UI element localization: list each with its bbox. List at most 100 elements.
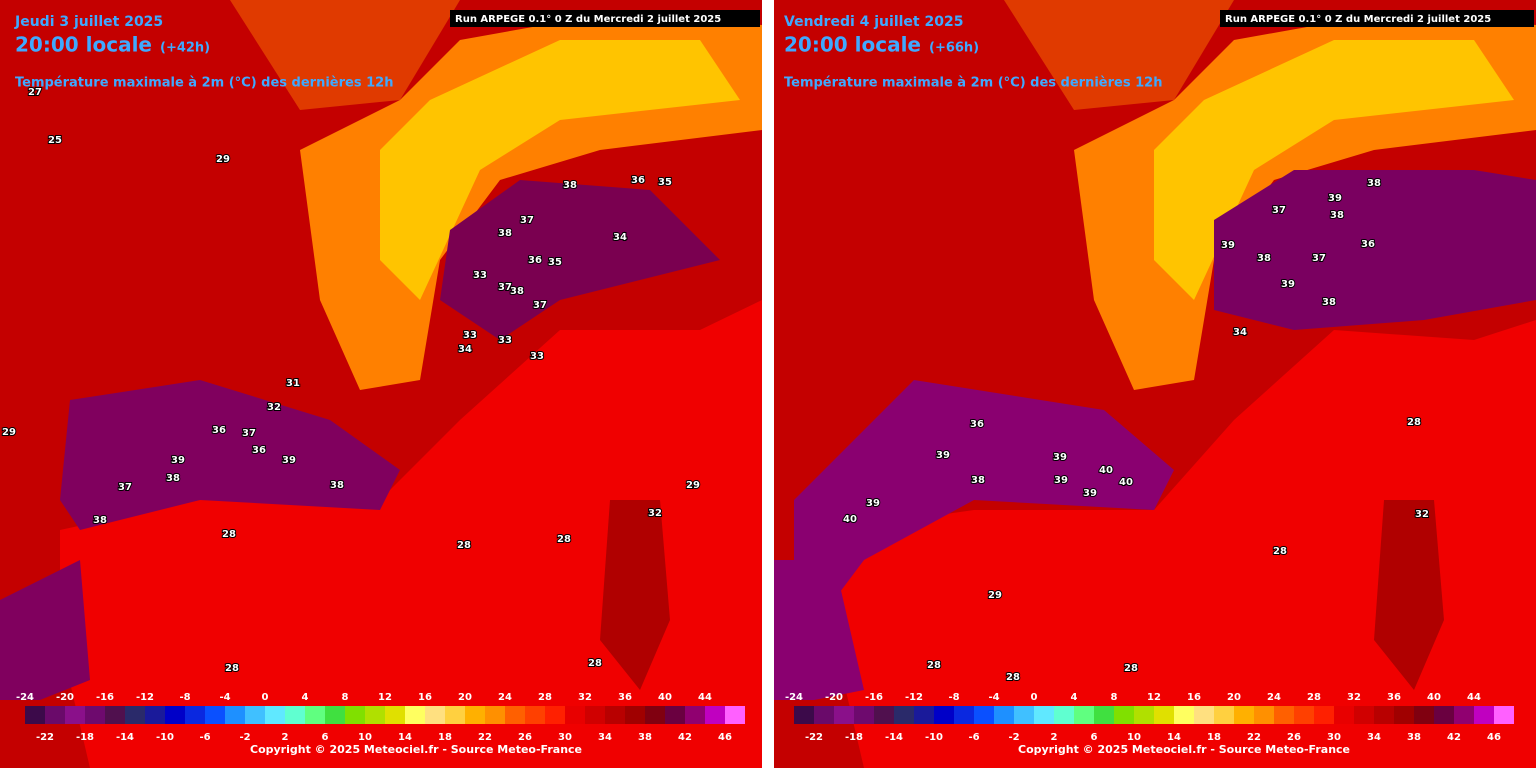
- colorbar-label: 38: [1407, 732, 1421, 743]
- colorbar-label: 28: [1307, 692, 1321, 703]
- map-panel: Run ARPEGE 0.1° 0 Z du Mercredi 2 juille…: [0, 0, 762, 768]
- colorbar-box: [1094, 706, 1114, 724]
- colorbar-label: 12: [378, 692, 392, 703]
- colorbar-label: 26: [1287, 732, 1301, 743]
- colorbar-box: [1074, 706, 1094, 724]
- colorbar-box: [685, 706, 705, 724]
- map-label: 32: [267, 402, 281, 413]
- colorbar-box: [325, 706, 345, 724]
- map-label: 38: [93, 515, 107, 526]
- map-label: 38: [166, 473, 180, 484]
- colorbar-box: [405, 706, 425, 724]
- colorbar-box: [1234, 706, 1254, 724]
- colorbar-label: 40: [1427, 692, 1441, 703]
- map-label: 37: [1272, 205, 1286, 216]
- hot-zone: [440, 180, 720, 340]
- map-label: 39: [1328, 193, 1342, 204]
- colorbar-label: 24: [498, 692, 512, 703]
- colorbar-box: [445, 706, 465, 724]
- map-label: 36: [970, 419, 984, 430]
- colorbar-box: [525, 706, 545, 724]
- colorbar-box: [1254, 706, 1274, 724]
- colorbar-box: [1374, 706, 1394, 724]
- colorbar-label: 26: [518, 732, 532, 743]
- colorbar-label: 32: [578, 692, 592, 703]
- colorbar-label: 42: [1447, 732, 1461, 743]
- map-label: 35: [658, 177, 672, 188]
- map-label: 37: [520, 215, 534, 226]
- colorbar-label: -8: [948, 692, 959, 703]
- colorbar-box: [1434, 706, 1454, 724]
- alps-high: [1154, 40, 1514, 300]
- colorbar-box: [165, 706, 185, 724]
- map-label: 39: [936, 450, 950, 461]
- colorbar-box: [205, 706, 225, 724]
- colorbar-box: [1414, 706, 1434, 724]
- map-label: 40: [1099, 465, 1113, 476]
- map-label: 39: [1083, 488, 1097, 499]
- alps-high: [380, 40, 740, 300]
- lead-time: (+66h): [929, 41, 979, 56]
- map-label: 36: [631, 175, 645, 186]
- colorbar-label: 30: [558, 732, 572, 743]
- colorbar-label: 44: [1467, 692, 1481, 703]
- colorbar-label: 44: [698, 692, 712, 703]
- parameter: Température maximale à 2m (°C) des derni…: [784, 76, 1162, 91]
- colorbar-box: [645, 706, 665, 724]
- map-label: 38: [498, 228, 512, 239]
- colorbar-box: [425, 706, 445, 724]
- map-label: 39: [282, 455, 296, 466]
- map-label: 39: [1221, 240, 1235, 251]
- colorbar-box: [105, 706, 125, 724]
- colorbar-label: 2: [282, 732, 289, 743]
- colorbar-label: -16: [865, 692, 883, 703]
- date: Vendredi 4 juillet 2025: [784, 14, 963, 30]
- colorbar-box: [585, 706, 605, 724]
- colorbar-label: 42: [678, 732, 692, 743]
- colorbar-box: [1174, 706, 1194, 724]
- colorbar-box: [1474, 706, 1494, 724]
- colorbar-box: [665, 706, 685, 724]
- map-label: 28: [927, 660, 941, 671]
- map-label: 28: [222, 529, 236, 540]
- colorbar-box: [1294, 706, 1314, 724]
- colorbar-box: [874, 706, 894, 724]
- hot-zone: [774, 560, 864, 700]
- colorbar-box: [1194, 706, 1214, 724]
- colorbar-box: [1034, 706, 1054, 724]
- colorbar-label: 10: [1127, 732, 1141, 743]
- map-label: 29: [988, 590, 1002, 601]
- lead-time: (+42h): [160, 41, 210, 56]
- time: 20:00 locale: [784, 33, 921, 57]
- map-label: 31: [286, 378, 300, 389]
- colorbar-label: 4: [302, 692, 309, 703]
- colorbar-box: [485, 706, 505, 724]
- map-label: 28: [225, 663, 239, 674]
- map-label: 38: [1257, 253, 1271, 264]
- map-label: 29: [2, 427, 16, 438]
- map-label: 28: [1407, 417, 1421, 428]
- colorbar-box: [185, 706, 205, 724]
- colorbar-box: [954, 706, 974, 724]
- colorbar-label: 10: [358, 732, 372, 743]
- colorbar-box: [65, 706, 85, 724]
- map-label: 33: [463, 330, 477, 341]
- colorbar-box: [934, 706, 954, 724]
- map-label: 37: [118, 482, 132, 493]
- colorbar-box: [894, 706, 914, 724]
- colorbar-label: 36: [618, 692, 632, 703]
- run-info: Run ARPEGE 0.1° 0 Z du Mercredi 2 juille…: [455, 14, 721, 25]
- colorbar-box: [794, 706, 814, 724]
- map-label: 34: [458, 344, 472, 355]
- colorbar-box: [1334, 706, 1354, 724]
- map-label: 28: [457, 540, 471, 551]
- colorbar-label: -2: [1008, 732, 1019, 743]
- colorbar-label: 34: [1367, 732, 1381, 743]
- colorbar-box: [45, 706, 65, 724]
- relief: [1004, 0, 1234, 110]
- colorbar-box: [285, 706, 305, 724]
- map-label: 37: [498, 282, 512, 293]
- sea: [834, 320, 1536, 768]
- colorbar-label: -10: [925, 732, 943, 743]
